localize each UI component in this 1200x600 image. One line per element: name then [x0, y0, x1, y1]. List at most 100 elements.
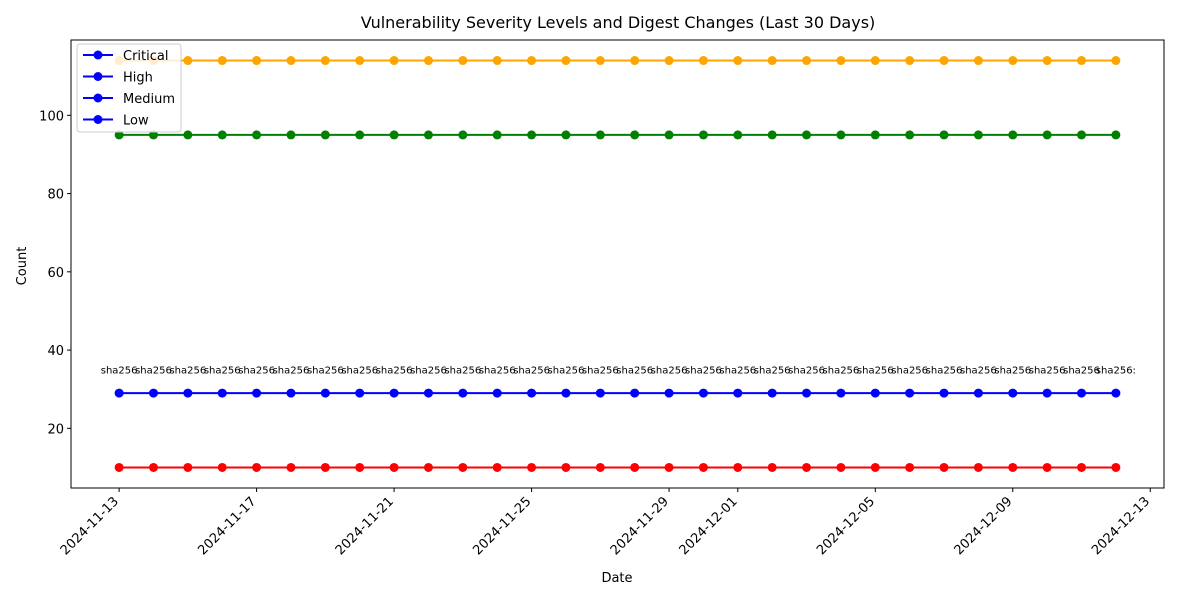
- data-point-medium: [492, 130, 502, 140]
- data-point-high: [698, 56, 708, 66]
- data-point-low: [630, 388, 640, 398]
- data-point-medium: [630, 130, 640, 140]
- data-point-medium: [802, 130, 812, 140]
- data-point-low: [183, 388, 193, 398]
- data-point-critical: [870, 462, 880, 472]
- data-point-high: [1042, 56, 1052, 66]
- data-point-low: [423, 388, 433, 398]
- data-point-high: [423, 56, 433, 66]
- data-point-high: [492, 56, 502, 66]
- digest-annotation: sha256: [994, 366, 1031, 377]
- data-point-high: [458, 56, 468, 66]
- x-tick-label: 2024-11-29: [608, 494, 672, 558]
- data-point-medium: [389, 130, 399, 140]
- legend-label: Medium: [123, 92, 175, 107]
- data-point-low: [286, 388, 296, 398]
- x-tick-label: 2024-12-01: [677, 494, 741, 558]
- data-point-high: [389, 56, 399, 66]
- data-point-critical: [527, 462, 537, 472]
- y-tick-label: 80: [47, 188, 64, 203]
- digest-annotation: sha256: [479, 366, 516, 377]
- data-point-low: [527, 388, 537, 398]
- data-point-high: [767, 56, 777, 66]
- digest-annotation: sha256: [719, 366, 756, 377]
- data-point-medium: [217, 130, 227, 140]
- chart-title: Vulnerability Severity Levels and Digest…: [361, 13, 876, 32]
- data-point-medium: [527, 130, 537, 140]
- data-point-critical: [217, 462, 227, 472]
- data-point-critical: [630, 462, 640, 472]
- y-tick-label: 60: [47, 266, 64, 281]
- data-point-critical: [148, 462, 158, 472]
- digest-annotation: sha256: [410, 366, 447, 377]
- data-point-low: [389, 388, 399, 398]
- data-point-critical: [802, 462, 812, 472]
- data-point-high: [733, 56, 743, 66]
- x-tick-label: 2024-11-21: [333, 494, 397, 558]
- x-tick-label: 2024-11-17: [195, 494, 259, 558]
- legend-label: Low: [123, 114, 149, 129]
- data-point-high: [664, 56, 674, 66]
- data-point-low: [870, 388, 880, 398]
- data-point-critical: [183, 462, 193, 472]
- data-point-high: [973, 56, 983, 66]
- x-tick-label: 2024-12-05: [814, 494, 878, 558]
- digest-annotation: sha256: [754, 366, 791, 377]
- legend-marker: [93, 72, 103, 81]
- data-point-low: [973, 388, 983, 398]
- x-tick-label: 2024-11-25: [470, 494, 534, 558]
- y-axis-label: Count: [15, 247, 30, 286]
- data-point-high: [905, 56, 915, 66]
- data-point-medium: [1042, 130, 1052, 140]
- data-point-critical: [1111, 462, 1121, 472]
- data-point-critical: [252, 462, 262, 472]
- data-point-critical: [458, 462, 468, 472]
- digest-annotation: sha256: [685, 366, 722, 377]
- data-point-medium: [905, 130, 915, 140]
- digest-annotation: sha256: [857, 366, 894, 377]
- digest-annotation: sha256: [101, 366, 138, 377]
- data-point-critical: [836, 462, 846, 472]
- data-point-critical: [492, 462, 502, 472]
- data-point-critical: [389, 462, 399, 472]
- data-point-medium: [836, 130, 846, 140]
- data-point-critical: [286, 462, 296, 472]
- data-point-low: [252, 388, 262, 398]
- data-point-low: [1077, 388, 1087, 398]
- data-point-high: [561, 56, 571, 66]
- data-point-medium: [458, 130, 468, 140]
- data-point-low: [1111, 388, 1121, 398]
- data-point-critical: [973, 462, 983, 472]
- data-point-medium: [114, 130, 124, 140]
- data-point-medium: [1008, 130, 1018, 140]
- data-point-low: [1008, 388, 1018, 398]
- data-point-critical: [320, 462, 330, 472]
- data-point-critical: [939, 462, 949, 472]
- data-point-high: [802, 56, 812, 66]
- data-point-critical: [1042, 462, 1052, 472]
- digest-annotation: sha256:: [1096, 366, 1136, 377]
- legend-marker: [93, 50, 103, 60]
- data-point-low: [698, 388, 708, 398]
- data-point-high: [1008, 56, 1018, 66]
- data-point-high: [183, 56, 193, 66]
- digest-annotation: sha256: [960, 366, 997, 377]
- data-point-low: [148, 388, 158, 398]
- legend: Critical High Medium Low: [76, 43, 182, 133]
- digest-annotation: sha256: [582, 366, 619, 377]
- data-point-low: [595, 388, 605, 398]
- data-point-medium: [1077, 130, 1087, 140]
- y-axis: 20 40 60 80 100: [39, 109, 71, 437]
- data-point-critical: [767, 462, 777, 472]
- data-point-low: [217, 388, 227, 398]
- legend-label: Critical: [123, 49, 168, 64]
- digest-annotation: sha256: [307, 366, 344, 377]
- data-point-high: [939, 56, 949, 66]
- digest-annotation: sha256: [823, 366, 860, 377]
- data-point-medium: [595, 130, 605, 140]
- y-tick-label: 100: [39, 109, 64, 124]
- data-point-critical: [595, 462, 605, 472]
- digest-annotation: sha256: [273, 366, 310, 377]
- data-point-low: [320, 388, 330, 398]
